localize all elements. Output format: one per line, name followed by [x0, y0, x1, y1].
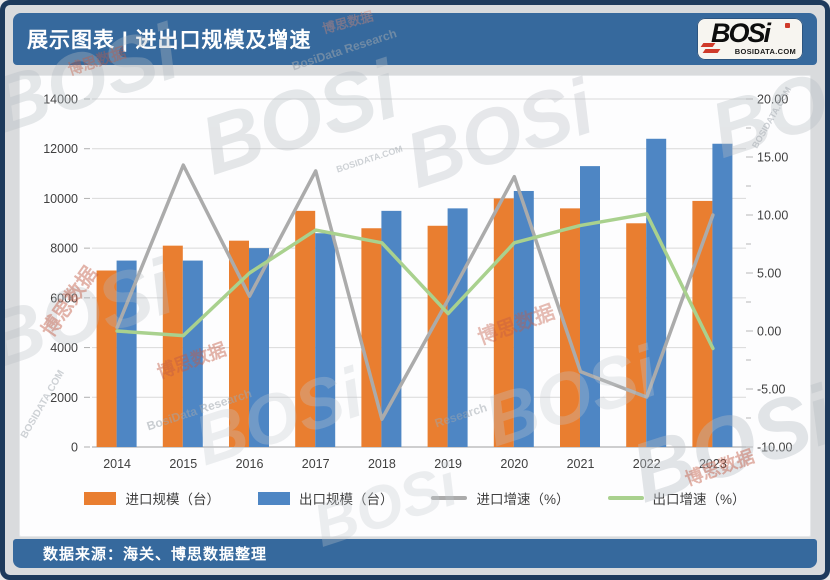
svg-text:10000: 10000: [43, 192, 78, 206]
svg-text:14000: 14000: [43, 93, 78, 107]
page-title: 展示图表 | 进出口规模及增速: [27, 29, 312, 52]
logo-stripe-icon: [702, 49, 721, 53]
svg-text:2020: 2020: [500, 457, 528, 471]
legend-item-import-scale: 进口规模（台）: [84, 488, 220, 508]
data-source-text: 数据来源：海关、博思数据整理: [43, 546, 268, 563]
import-bars: [96, 198, 713, 447]
svg-text:5.00: 5.00: [757, 267, 781, 281]
legend-item-export-scale: 出口规模（台）: [257, 488, 394, 508]
export-scale-swatch-icon: [257, 491, 290, 505]
svg-text:6000: 6000: [50, 291, 78, 305]
svg-text:2018: 2018: [368, 457, 396, 471]
svg-text:12000: 12000: [43, 142, 78, 156]
svg-text:8000: 8000: [50, 242, 78, 256]
legend-item-import-growth: 进口增速（%）: [431, 488, 570, 508]
svg-text:20.00: 20.00: [757, 93, 788, 107]
combo-chart: 0 2000 4000 6000 8000 10000 12000 14000 -10.00 -5…: [43, 93, 792, 472]
logo-domain: BOSIDATA.COM: [734, 47, 796, 56]
svg-text:2014: 2014: [103, 457, 131, 471]
svg-text:2000: 2000: [50, 391, 78, 405]
x-axis-labels: 2014 2015 2016 2017 2018 2019 2020 2021 2022 2023: [103, 457, 727, 471]
y-axis-right: -10.00 -5.00 0.00 5.00 10.00 15.00 20.00: [746, 93, 792, 455]
svg-text:15.00: 15.00: [757, 151, 788, 165]
import-growth-swatch-icon: [431, 496, 468, 500]
svg-text:2019: 2019: [434, 457, 462, 471]
import-growth-line: [115, 163, 715, 421]
export-growth-line: [115, 212, 715, 351]
export-growth-swatch-icon: [607, 496, 644, 500]
chart-legend: 进口规模（台） 出口规模（台） 进口增速（%） 出口增速（%）: [20, 488, 810, 508]
svg-text:2015: 2015: [169, 457, 197, 471]
svg-text:0.00: 0.00: [757, 325, 781, 339]
legend-item-export-growth: 出口增速（%）: [607, 488, 746, 508]
svg-text:-10.00: -10.00: [757, 441, 792, 455]
logo-dot-icon: [785, 23, 790, 28]
y-axis-left: 0 2000 4000 6000 8000 10000 12000 14000: [43, 93, 90, 455]
svg-text:2021: 2021: [567, 457, 595, 471]
legend-label: 进口规模（台）: [125, 492, 220, 507]
title-bar: 展示图表 | 进出口规模及增速 BOSi BOSIDATA.COM: [13, 13, 817, 65]
svg-text:4000: 4000: [50, 341, 78, 355]
export-bars: [116, 138, 733, 447]
footer-bar: 数据来源：海关、博思数据整理: [13, 539, 817, 568]
svg-text:2017: 2017: [302, 457, 330, 471]
legend-label: 出口增速（%）: [652, 492, 746, 507]
svg-text:-5.00: -5.00: [757, 383, 786, 397]
import-scale-swatch-icon: [84, 491, 117, 505]
svg-text:10.00: 10.00: [757, 209, 788, 223]
chart-panel: 0 2000 4000 6000 8000 10000 12000 14000 -10.00 -5…: [19, 75, 811, 537]
svg-text:2022: 2022: [633, 457, 661, 471]
svg-text:2016: 2016: [236, 457, 264, 471]
svg-text:0: 0: [71, 441, 78, 455]
legend-label: 出口规模（台）: [298, 492, 394, 507]
bosi-logo: BOSi BOSIDATA.COM: [697, 18, 803, 60]
svg-text:2023: 2023: [699, 457, 727, 471]
logo-wordmark: BOSi: [711, 18, 771, 48]
legend-label: 进口增速（%）: [476, 492, 570, 507]
